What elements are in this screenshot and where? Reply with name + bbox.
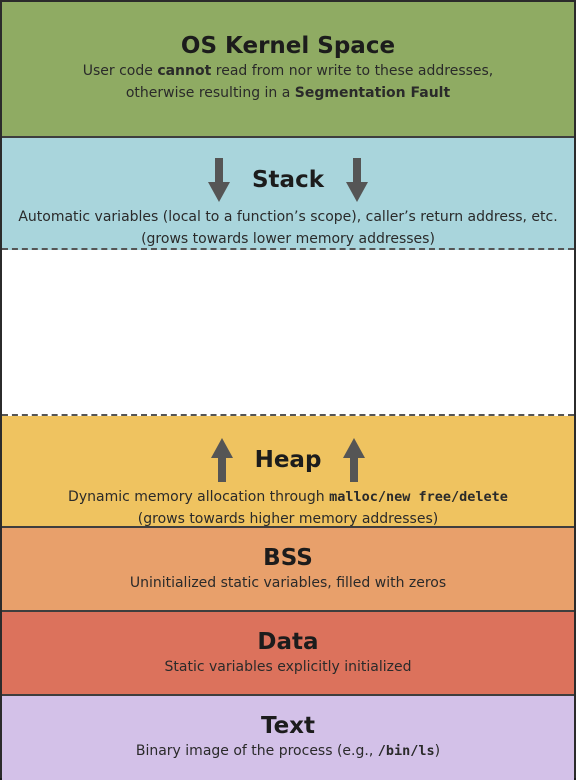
text-description: Binary image of the process (e.g., /bin/… [2,740,574,762]
stack-title-row: Stack [207,158,368,202]
heap-line1-part-a: Dynamic memory allocation through [68,489,330,505]
data-description: Static variables explicitly initialized [164,659,412,675]
kernel-line1-part-a: User code [82,63,158,79]
text-segment: Text Binary image of the process (e.g., … [2,696,574,780]
bss-title: BSS [263,545,313,571]
data-title: Data [257,629,319,655]
text-title: Text [260,713,316,739]
heap-segment: Heap Dynamic memory allocation through m… [2,416,574,528]
kernel-space-description-line1: User code cannot read from nor write to … [2,60,574,82]
text-line1-part-a: Binary image of the process (e.g., [135,743,378,759]
heap-title-row: Heap [210,438,366,482]
heap-description-line2: (grows towards higher memory addresses) [137,511,439,527]
heap-title: Heap [254,447,322,473]
arrow-up-icon [343,438,366,482]
stack-title: Stack [251,167,324,193]
kernel-space-description-line2: otherwise resulting in a Segmentation Fa… [2,82,574,104]
stack-description-line1: Automatic variables (local to a function… [18,209,558,225]
arrow-down-icon [207,158,230,202]
text-line1-part-c: ) [434,743,441,759]
bss-segment: BSS Uninitialized static variables, fill… [2,528,574,612]
unallocated-space-segment [2,250,574,416]
kernel-line2-emphasis: Segmentation Fault [294,85,451,101]
kernel-line2-part-a: otherwise resulting in a [125,85,295,101]
text-line1-code: /bin/ls [377,743,435,759]
stack-segment: Stack Automatic variables (local to a fu… [2,138,574,250]
stack-description-line2: (grows towards lower memory addresses) [141,231,435,247]
heap-line1-code: malloc/new free/delete [329,489,508,505]
heap-description-line1: Dynamic memory allocation through malloc… [2,486,574,508]
arrow-down-icon [346,158,368,202]
arrow-up-icon [210,438,233,482]
bss-description: Uninitialized static variables, filled w… [129,575,447,591]
kernel-line1-emphasis: cannot [157,63,212,79]
kernel-space-segment: OS Kernel Space User code cannot read fr… [2,2,574,138]
kernel-line1-part-c: read from nor write to these addresses, [211,63,494,79]
data-segment: Data Static variables explicitly initial… [2,612,574,696]
kernel-space-title: OS Kernel Space [180,33,396,59]
